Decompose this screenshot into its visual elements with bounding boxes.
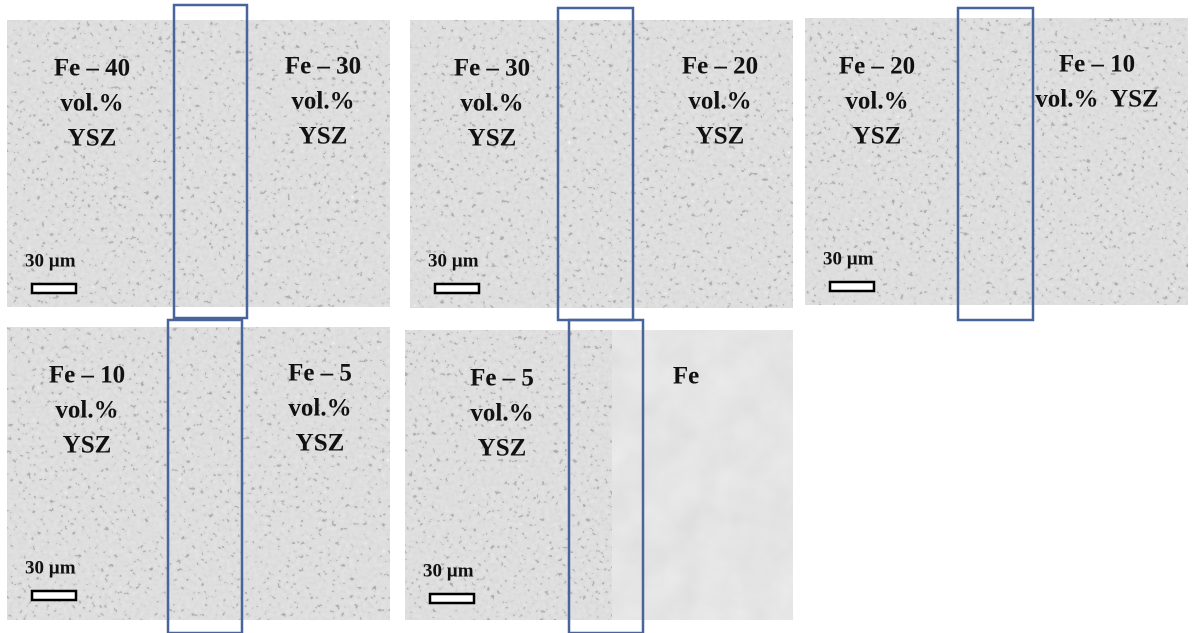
left-label: YSZ (853, 123, 902, 150)
left-label: Fe – 20 (839, 53, 915, 80)
right-label: YSZ (299, 123, 348, 150)
left-label: Fe – 5 (470, 365, 534, 392)
right-label: vol.% (688, 88, 751, 115)
right-label: YSZ (696, 123, 745, 150)
right-label: vol.% YSZ (1035, 86, 1158, 113)
scale-bar-label: 30 µm (823, 248, 874, 269)
micrograph-panel: Fe – 5 vol.% YSZ Fe 30 µm (405, 330, 793, 620)
right-label: Fe – 10 (1059, 51, 1135, 78)
left-label: vol.% (470, 400, 533, 427)
right-label: YSZ (296, 430, 345, 457)
micrograph-panel: Fe – 40 vol.% YSZ Fe – 30 vol.% YSZ 30 µm (7, 20, 390, 307)
right-label: vol.% (291, 88, 354, 115)
left-label: Fe – 30 (454, 55, 530, 82)
left-label: YSZ (468, 125, 517, 152)
fe-region (612, 330, 793, 620)
left-label: vol.% (60, 90, 123, 117)
left-label: Fe – 40 (54, 55, 130, 82)
left-label: vol.% (55, 397, 118, 424)
left-label: YSZ (63, 432, 112, 459)
figure: Fe – 40vol.%YSZFe – 30vol.%YSZ30 µmFe – … (0, 0, 1192, 633)
scale-bar (830, 282, 874, 291)
micrograph-panel: Fe – 20 vol.% YSZ Fe – 10 vol.% YSZ 30 µm (805, 18, 1188, 305)
scale-bar (32, 284, 76, 293)
scale-bar-label: 30 µm (25, 557, 76, 578)
scale-bar-label: 30 µm (423, 560, 474, 581)
micrograph-panel: Fe – 10 vol.% YSZ Fe – 5 vol.% YSZ 30 µm (7, 327, 390, 620)
right-label: Fe – 20 (682, 53, 758, 80)
right-label: Fe (673, 363, 699, 390)
right-label: Fe – 30 (285, 53, 361, 80)
left-label: YSZ (478, 435, 527, 462)
scale-bar (430, 594, 474, 603)
scale-bar-label: 30 µm (428, 250, 479, 271)
right-label: vol.% (288, 395, 351, 422)
left-label: Fe – 10 (49, 362, 125, 389)
micrograph-panel: Fe – 30 vol.% YSZ Fe – 20 vol.% YSZ 30 µm (410, 20, 793, 308)
scale-bar (435, 284, 479, 293)
right-label: Fe – 5 (288, 360, 352, 387)
scale-bar (32, 591, 76, 600)
left-label: YSZ (68, 125, 117, 152)
left-label: vol.% (845, 88, 908, 115)
scale-bar-label: 30 µm (25, 250, 76, 271)
left-label: vol.% (460, 90, 523, 117)
